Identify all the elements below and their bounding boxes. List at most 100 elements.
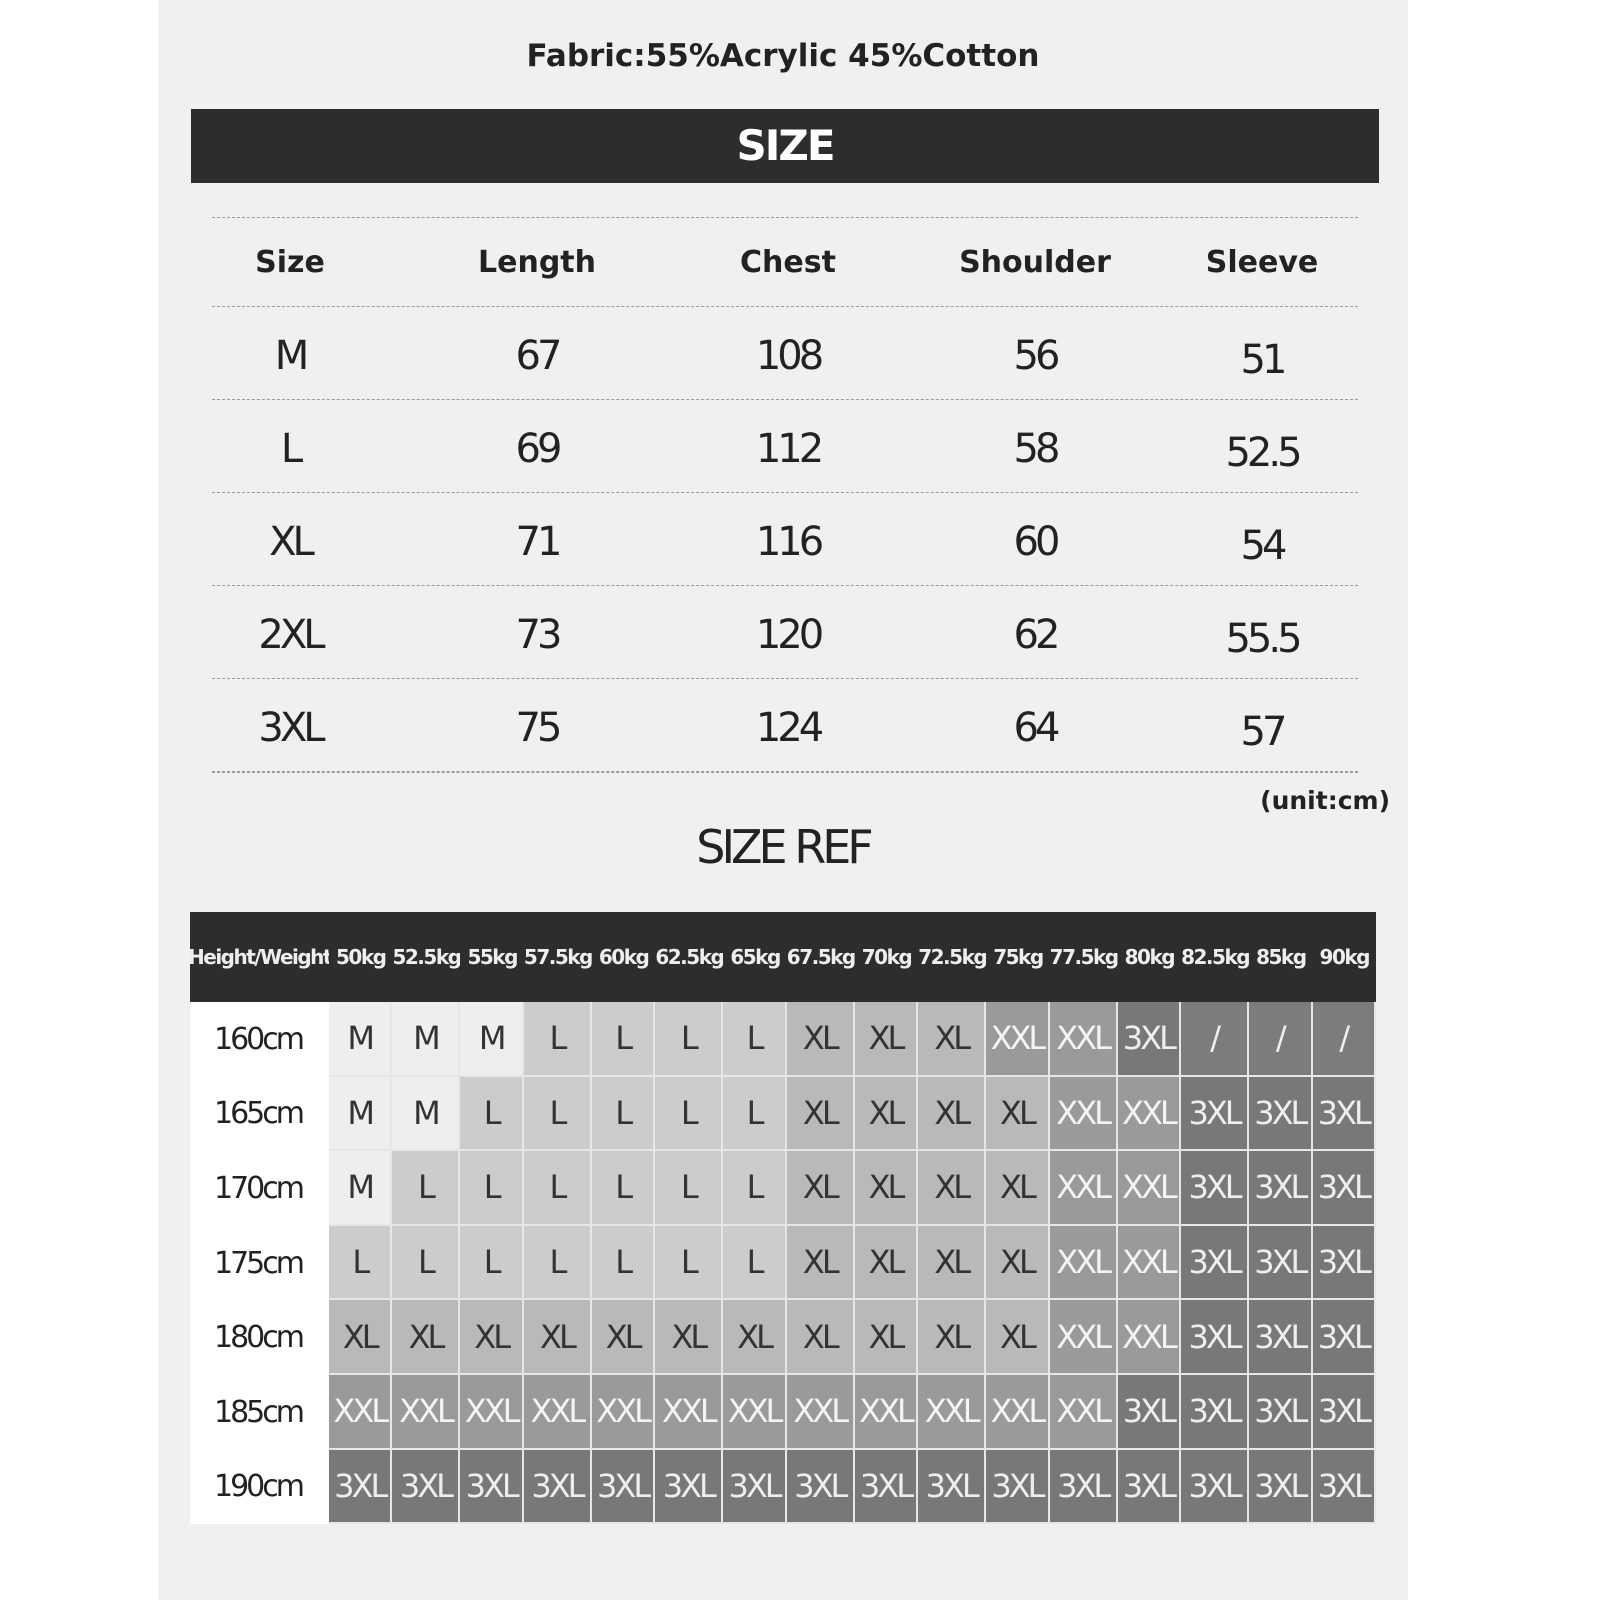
size-cell: 3XL — [1249, 1225, 1313, 1301]
size-cell: 3XL — [1117, 1374, 1182, 1450]
size-cell: XL — [918, 1225, 987, 1301]
size-cell: XL — [655, 1300, 724, 1375]
size-cell: L — [460, 1151, 524, 1226]
size-cell: XL — [786, 1076, 855, 1152]
table-cell: 51 — [1240, 337, 1288, 383]
size-cell: 3XL — [1312, 1300, 1376, 1375]
table-cell: 56 — [1013, 333, 1061, 379]
size-cell: 3XL — [723, 1449, 787, 1525]
size-cell: 3XL — [986, 1449, 1050, 1525]
size-cell: 3XL — [854, 1449, 919, 1525]
table-row: M 67 108 56 51 — [212, 306, 1358, 399]
size-cell: 3XL — [1181, 1151, 1250, 1226]
size-cell: XL — [854, 1225, 919, 1301]
table-cell: 112 — [755, 426, 824, 472]
size-cell: L — [591, 1225, 656, 1301]
size-cell: L — [329, 1225, 393, 1301]
size-cell: 3XL — [1249, 1151, 1313, 1226]
fabric-composition: Fabric:55%Acrylic 45%Cotton — [526, 38, 1040, 74]
table-row: 3XL 75 124 64 57 — [212, 678, 1358, 771]
weight-header: 72.5kg — [918, 912, 988, 1002]
table-cell: 124 — [755, 705, 824, 751]
size-cell: 3XL — [1249, 1374, 1313, 1450]
weight-header: 60kg — [591, 912, 656, 1002]
size-cell: / — [1249, 1002, 1313, 1077]
size-cell: L — [591, 1151, 656, 1226]
table-cell: 58 — [1013, 426, 1061, 472]
size-cell: M — [329, 1076, 393, 1152]
size-cell: 3XL — [392, 1449, 461, 1525]
size-cell: L — [460, 1225, 524, 1301]
size-cell: L — [723, 1151, 787, 1226]
height-label: 190cm — [190, 1449, 329, 1525]
size-cell: XL — [786, 1002, 855, 1077]
size-cell: XXL — [854, 1374, 919, 1450]
size-cell: M — [329, 1151, 393, 1226]
measurement-table: Size Length Chest Shoulder Sleeve M 67 108 56 51 L… — [212, 217, 1358, 773]
size-cell: XL — [786, 1151, 855, 1226]
table-cell: 52.5 — [1225, 430, 1302, 476]
weight-header: 77.5kg — [1049, 912, 1119, 1002]
size-cell: 3XL — [1249, 1300, 1313, 1375]
table-cell: 64 — [1013, 705, 1061, 751]
size-cell: M — [392, 1002, 461, 1077]
height-label: 180cm — [190, 1300, 329, 1375]
weight-header: 82.5kg — [1181, 912, 1251, 1002]
size-banner: SIZE — [191, 109, 1379, 183]
size-cell: XXL — [723, 1374, 787, 1450]
size-cell: XXL — [918, 1374, 987, 1450]
table-cell: 57 — [1240, 709, 1288, 755]
unit-note: (unit:cm) — [1260, 786, 1390, 815]
size-cell: / — [1312, 1002, 1376, 1077]
column-header: Length — [478, 244, 596, 280]
height-label: 185cm — [190, 1374, 329, 1450]
size-cell: 3XL — [1181, 1449, 1250, 1525]
size-cell: L — [392, 1225, 461, 1301]
size-cell: 3XL — [1181, 1374, 1250, 1450]
table-cell: 62 — [1013, 612, 1061, 658]
size-cell: XL — [918, 1300, 987, 1375]
table-cell: 108 — [755, 333, 824, 379]
size-cell: / — [1181, 1002, 1250, 1077]
size-cell: L — [723, 1076, 787, 1152]
weight-header: 75kg — [986, 912, 1050, 1002]
size-cell: 3XL — [655, 1449, 724, 1525]
weight-header: 62.5kg — [655, 912, 725, 1002]
size-cell: XXL — [986, 1002, 1050, 1077]
size-cell: XXL — [986, 1374, 1050, 1450]
size-cell: L — [655, 1076, 724, 1152]
size-cell: 3XL — [1049, 1449, 1118, 1525]
column-header: Shoulder — [959, 244, 1111, 280]
size-cell: XL — [523, 1300, 592, 1375]
table-cell: 120 — [755, 612, 824, 658]
size-cell: 3XL — [523, 1449, 592, 1525]
weight-header: 70kg — [854, 912, 919, 1002]
table-row: XL 71 116 60 54 — [212, 492, 1358, 585]
size-cell: 3XL — [918, 1449, 987, 1525]
size-cell: L — [723, 1002, 787, 1077]
size-cell: XL — [392, 1300, 461, 1375]
table-cell: M — [274, 333, 309, 379]
size-cell: XXL — [1049, 1225, 1118, 1301]
column-header: Size — [255, 244, 325, 280]
size-cell: 3XL — [1249, 1449, 1313, 1525]
size-cell: L — [392, 1151, 461, 1226]
size-cell: XXL — [1049, 1300, 1118, 1375]
size-cell: XL — [918, 1151, 987, 1226]
weight-header: 90kg — [1312, 912, 1376, 1002]
table-cell: 2XL — [258, 612, 325, 658]
table-cell: 75 — [515, 705, 563, 751]
size-cell: XL — [786, 1225, 855, 1301]
size-cell: XL — [723, 1300, 787, 1375]
weight-header: 55kg — [460, 912, 524, 1002]
size-cell: L — [523, 1076, 592, 1152]
table-header-row: Size Length Chest Shoulder Sleeve — [212, 217, 1358, 306]
size-cell: XL — [986, 1151, 1050, 1226]
size-cell: XL — [854, 1002, 919, 1077]
size-cell: L — [655, 1002, 724, 1077]
size-cell: L — [591, 1002, 656, 1077]
size-cell: XL — [854, 1076, 919, 1152]
table-cell: 60 — [1013, 519, 1061, 565]
size-cell: L — [655, 1151, 724, 1226]
weight-header: 65kg — [723, 912, 787, 1002]
